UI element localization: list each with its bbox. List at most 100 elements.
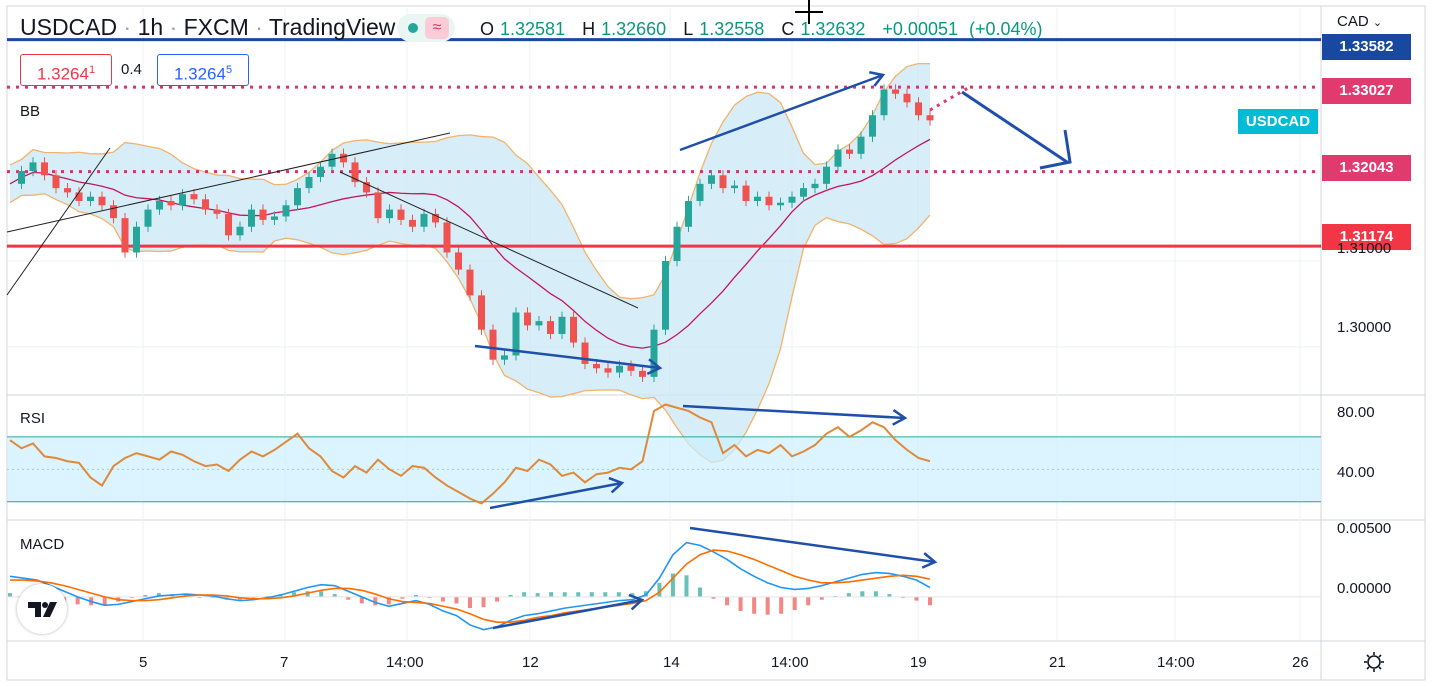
buy-price-box[interactable]: 1.32645 xyxy=(157,54,249,86)
bb-indicator-label[interactable]: BB xyxy=(20,103,41,120)
candle-body xyxy=(581,342,589,364)
bollinger-band-fill xyxy=(10,63,930,463)
candle-body xyxy=(524,312,531,326)
candle-body xyxy=(64,188,71,193)
macd-histogram-bar xyxy=(454,596,459,604)
time-tick-7: 19 xyxy=(910,654,927,671)
sell-price-box[interactable]: 1.326451 xyxy=(20,54,112,86)
candle-body xyxy=(52,175,60,189)
currency-selector[interactable]: CAD ⌄ xyxy=(1337,13,1382,30)
time-tick-6: 14:00 xyxy=(771,654,809,671)
time-tick-10: 26 xyxy=(1292,654,1309,671)
time-tick-3: 14:00 xyxy=(386,654,424,671)
candle-body xyxy=(282,205,290,217)
bollinger-upper-band xyxy=(9,62,931,300)
candle-body xyxy=(294,188,301,206)
candle-body xyxy=(213,209,221,214)
candle-body xyxy=(190,194,198,200)
wave-icon: ≈ xyxy=(425,17,449,39)
candle-body xyxy=(869,115,876,137)
candle-body xyxy=(432,213,439,223)
rsi-tick-2: 40.00 xyxy=(1337,464,1375,481)
candle-body xyxy=(616,365,623,373)
candle-body xyxy=(202,199,209,210)
candle-body xyxy=(110,205,117,219)
candle-body xyxy=(455,252,462,270)
macd-divergence-arrow-top xyxy=(689,526,936,564)
macd-histogram-bar xyxy=(8,593,12,597)
open-value: 1.32581 xyxy=(500,19,566,39)
forecast-arrow-down-head xyxy=(1039,129,1072,170)
rsi-divergence-arrow-top xyxy=(682,404,906,420)
macd-histogram-bar xyxy=(346,596,351,600)
trend-line-2 xyxy=(6,132,451,233)
candle-body xyxy=(363,182,370,193)
market-status-pill[interactable]: ≈ xyxy=(397,14,455,42)
trend-line-1 xyxy=(6,147,111,296)
time-tick-8: 21 xyxy=(1049,654,1066,671)
macd-histogram-bar xyxy=(75,596,80,605)
candle-body xyxy=(811,183,819,189)
macd-histogram-bar xyxy=(143,595,148,597)
time-tick-4: 12 xyxy=(522,654,539,671)
rsi-divergence-arrow-top-head xyxy=(892,409,908,426)
macd-histogram-bar xyxy=(535,593,540,597)
macd-histogram-bar xyxy=(413,595,418,597)
level-tag-3: 1.32043 xyxy=(1322,155,1411,181)
candle-body xyxy=(834,149,842,167)
macd-histogram-bar xyxy=(806,596,811,606)
time-tick-1: 5 xyxy=(139,654,148,671)
candle-body xyxy=(915,102,922,116)
candle-body xyxy=(547,321,554,334)
candle-body xyxy=(696,183,704,201)
macd-histogram-bar xyxy=(319,591,324,597)
candle-body xyxy=(466,269,474,296)
candle-body xyxy=(179,194,186,206)
bollinger-basis-line xyxy=(9,138,931,349)
candle-body xyxy=(75,192,83,201)
candle-body xyxy=(374,192,382,219)
macd-histogram-bar xyxy=(616,592,621,597)
candle-body xyxy=(903,93,911,103)
price-divergence-arrow-low-head xyxy=(646,358,663,375)
candle-body xyxy=(409,219,416,227)
change-value: +0.00051 xyxy=(882,19,958,39)
market-open-icon xyxy=(408,23,418,33)
symbol-tag: USDCAD xyxy=(1238,109,1318,134)
candle-body xyxy=(271,216,278,220)
candle-body xyxy=(926,115,934,121)
macd-indicator-label[interactable]: MACD xyxy=(20,536,65,553)
macd-histogram-bar xyxy=(819,596,824,600)
price-divergence-arrow-low xyxy=(474,344,661,370)
broker-label: FXCM xyxy=(183,14,249,40)
candle-body xyxy=(535,321,543,326)
candle-body xyxy=(650,329,658,377)
ohlc-readout: O 1.32581 H 1.32660 L 1.32558 C 1.32632 +0.0… xyxy=(480,19,1043,39)
candle-body xyxy=(478,295,485,330)
candle-body xyxy=(604,368,612,373)
macd-histogram-bar xyxy=(495,596,500,602)
tradingview-logo-icon[interactable] xyxy=(17,584,67,634)
candle-body xyxy=(512,312,520,356)
time-tick-5: 14 xyxy=(663,654,680,671)
rsi-line xyxy=(9,403,931,505)
gear-icon[interactable] xyxy=(1363,651,1385,673)
candle-body xyxy=(156,201,163,210)
macd-histogram-bar xyxy=(373,596,378,606)
level-tag-1: 1.33582 xyxy=(1322,34,1411,60)
candle-body xyxy=(236,226,244,236)
candle-body xyxy=(144,209,152,227)
macd-histogram-bar xyxy=(440,596,445,602)
price-divergence-arrow-up-head xyxy=(869,71,886,87)
interval-label[interactable]: 1h xyxy=(137,14,164,40)
price-tick-2: 1.30000 xyxy=(1337,319,1392,336)
candle-body xyxy=(754,196,761,201)
trend-line-3 xyxy=(339,171,639,309)
time-tick-2: 7 xyxy=(280,654,289,671)
rsi-indicator-label[interactable]: RSI xyxy=(20,410,46,427)
macd-histogram-bar xyxy=(332,594,337,597)
macd-histogram-bar xyxy=(522,592,527,597)
candle-body xyxy=(29,162,37,171)
macd-histogram-bar xyxy=(508,595,513,597)
